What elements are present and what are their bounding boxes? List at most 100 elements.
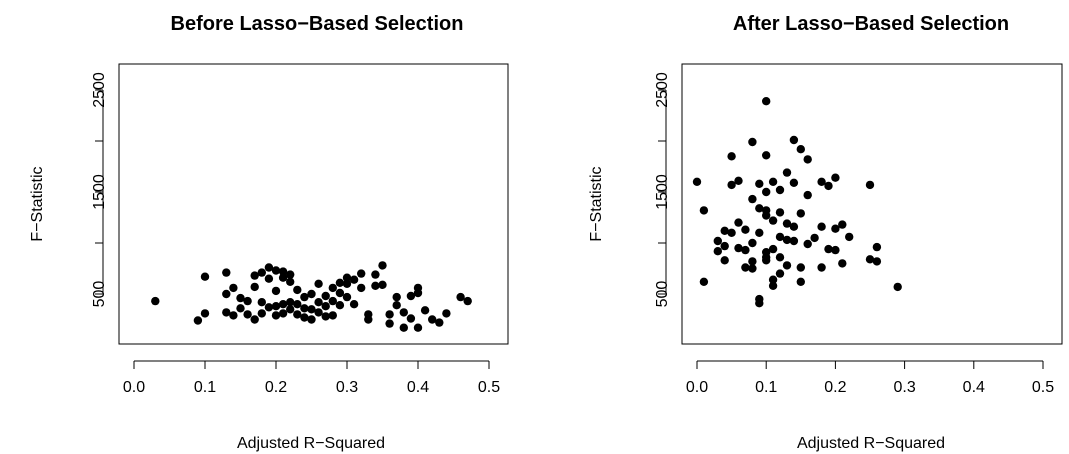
data-point (357, 283, 366, 293)
data-point (271, 286, 281, 296)
data-point (371, 281, 380, 290)
data-point (328, 296, 337, 306)
data-point (378, 261, 387, 270)
data-point (257, 268, 266, 277)
x-tick-label: 0.4 (963, 379, 985, 396)
data-point (371, 270, 380, 279)
data-point (342, 292, 352, 302)
data-point (755, 204, 764, 213)
data-point (328, 311, 337, 320)
data-point (734, 243, 743, 253)
data-point (286, 270, 295, 279)
data-point (420, 306, 430, 315)
data-point (229, 311, 238, 320)
chart-title: Before Lasso−Based Selection (171, 13, 464, 35)
data-point (321, 312, 330, 321)
data-point (236, 304, 245, 313)
data-point (342, 273, 352, 282)
data-point (762, 211, 771, 220)
data-point (286, 298, 295, 307)
y-tick-label: 500 (91, 281, 108, 308)
data-point (271, 311, 281, 320)
data-point (762, 97, 771, 106)
data-point (293, 285, 302, 295)
data-point (782, 219, 792, 228)
data-point (720, 241, 729, 251)
data-point (741, 225, 750, 234)
data-point (789, 178, 799, 187)
data-point (713, 247, 722, 256)
data-point (824, 181, 833, 191)
x-axis-label: Adjusted R−Squared (797, 435, 945, 452)
data-point (250, 315, 259, 324)
x-axis-label: Adjusted R−Squared (237, 435, 385, 452)
data-point (713, 236, 722, 246)
data-point (831, 224, 840, 233)
data-point (264, 263, 274, 272)
x-tick-label: 0.1 (755, 379, 777, 396)
data-point (250, 271, 259, 280)
data-point (775, 269, 785, 278)
data-point (335, 288, 345, 298)
data-point (335, 278, 345, 287)
data-point (720, 226, 729, 235)
data-point (775, 232, 785, 242)
data-point (796, 145, 805, 154)
data-point (222, 268, 231, 277)
data-point (824, 244, 833, 254)
data-point (727, 228, 736, 237)
data-point (257, 298, 266, 307)
data-point (796, 277, 805, 286)
data-point (872, 242, 882, 252)
data-point (293, 310, 302, 319)
x-tick-label: 0.1 (194, 379, 216, 396)
data-point (789, 135, 799, 145)
data-point (817, 222, 826, 231)
data-point (803, 190, 812, 200)
y-tick-label: 2500 (91, 72, 108, 108)
data-point (229, 283, 238, 293)
y-axis-label: F−Statistic (29, 166, 46, 241)
data-point (300, 313, 309, 322)
data-point (328, 283, 337, 293)
data-point (278, 300, 288, 309)
data-point (406, 291, 416, 301)
data-point (768, 281, 778, 290)
data-point (236, 293, 245, 303)
y-axis-label: F−Statistic (588, 166, 605, 241)
data-point (300, 304, 309, 313)
data-point (838, 220, 847, 229)
data-point (413, 323, 423, 332)
data-point (286, 305, 295, 314)
data-point (342, 279, 352, 288)
data-point (748, 137, 757, 147)
data-point (789, 222, 799, 231)
data-point (762, 151, 771, 160)
data-point (755, 179, 764, 188)
y-tick-label: 500 (654, 281, 671, 308)
data-point (278, 309, 288, 318)
data-point (151, 296, 160, 306)
data-point (893, 282, 902, 292)
data-point (789, 236, 799, 246)
x-tick-label: 0.5 (478, 379, 500, 396)
data-point (392, 292, 401, 302)
data-point (364, 315, 373, 324)
data-point (734, 176, 743, 185)
data-point (392, 301, 401, 310)
data-point (762, 256, 771, 265)
data-point (321, 291, 330, 301)
data-point (748, 238, 757, 248)
data-point (428, 315, 437, 324)
data-point (278, 267, 288, 276)
x-tick-label: 0.3 (336, 379, 358, 396)
data-point (865, 180, 875, 190)
data-point (385, 310, 394, 319)
data-point (748, 264, 757, 273)
data-point (300, 292, 309, 302)
data-point (200, 272, 210, 281)
data-point (307, 315, 316, 324)
y-tick-label: 1500 (654, 174, 671, 210)
data-point (727, 152, 736, 161)
data-point (845, 232, 854, 242)
